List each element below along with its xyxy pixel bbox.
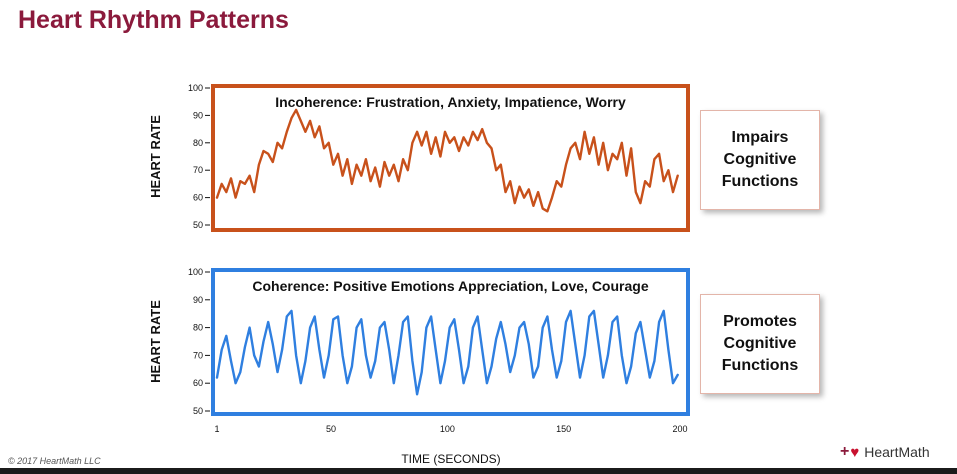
coherence-ytick-label: 70: [193, 350, 203, 360]
heartmath-logo: + ♥ HeartMath: [840, 443, 930, 461]
coherence-ytick-label: 50: [193, 406, 203, 416]
coherence-chart-title: Coherence: Positive Emotions Appreciatio…: [252, 278, 648, 294]
impairs-line-2: Cognitive: [723, 151, 797, 168]
incoherence-y-axis-title: HEART RATE: [148, 115, 163, 198]
coherence-series-line: [215, 309, 679, 396]
impairs-line-3: Functions: [721, 173, 799, 190]
coherence-ytick-label: 60: [193, 378, 203, 388]
incoherence-ytick-label: 70: [193, 165, 203, 175]
coherence-xtick-label: 50: [326, 424, 336, 434]
copyright-text: © 2017 HeartMath LLC: [8, 456, 101, 466]
promotes-line-1: Promotes: [723, 313, 797, 330]
promotes-line-2: Cognitive: [723, 335, 797, 352]
promotes-line-3: Functions: [721, 357, 799, 374]
coherence-xtick-label: 1: [214, 424, 219, 434]
coherence-chart: 100 90 80 70 60 50 HEART RATE Coherence: Positi…: [148, 267, 690, 466]
incoherence-ytick-label: 50: [193, 220, 203, 230]
impairs-callout: Impairs Cognitive Functions: [700, 110, 820, 210]
plus-icon: +: [840, 443, 850, 460]
page-title: Heart Rhythm Patterns: [18, 6, 289, 34]
coherence-ytick-label: 90: [193, 295, 203, 305]
coherence-xtick-label: 150: [556, 424, 571, 434]
incoherence-chart: 100 90 80 70 60 50 HEART RATE Incoherence: Frus…: [148, 83, 690, 232]
heart-icon: ♥: [850, 443, 860, 461]
coherence-ytick-label: 100: [188, 267, 203, 277]
coherence-xtick-label: 200: [672, 424, 687, 434]
incoherence-ytick-label: 100: [188, 83, 203, 93]
incoherence-ytick-label: 80: [193, 138, 203, 148]
brand-name: HeartMath: [864, 444, 930, 460]
coherence-ytick-label: 80: [193, 323, 203, 333]
coherence-x-axis-title: TIME (SECONDS): [401, 452, 500, 466]
incoherence-chart-title: Incoherence: Frustration, Anxiety, Impat…: [275, 94, 626, 110]
coherence-xtick-label: 100: [440, 424, 455, 434]
promotes-callout: Promotes Cognitive Functions: [700, 294, 820, 394]
incoherence-series-line: [215, 108, 679, 213]
incoherence-plot-frame: [211, 84, 690, 232]
coherence-y-axis-title: HEART RATE: [148, 300, 163, 383]
incoherence-ytick-label: 90: [193, 110, 203, 120]
bottom-bar: [0, 468, 957, 474]
impairs-line-1: Impairs: [731, 129, 789, 146]
incoherence-ytick-label: 60: [193, 193, 203, 203]
